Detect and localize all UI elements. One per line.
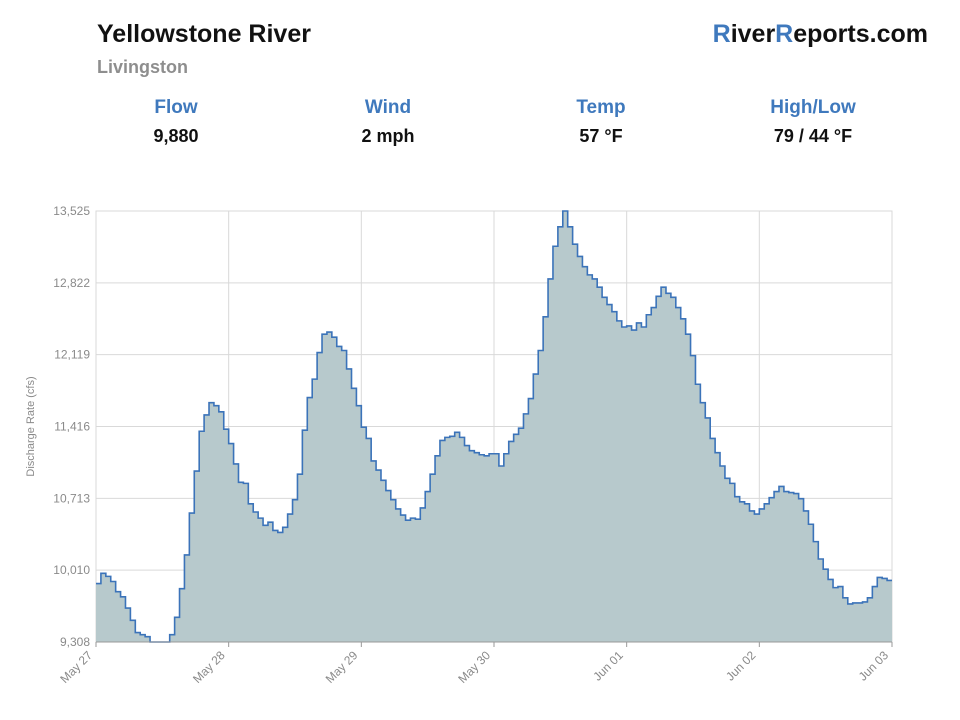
- brand-letter-r1: R: [712, 20, 731, 48]
- brand-logo[interactable]: RiverReports.com: [713, 20, 928, 49]
- y-tick-label: 9,308: [60, 635, 90, 649]
- x-tick-label: May 29: [323, 648, 361, 686]
- x-tick-label: Jun 03: [856, 648, 892, 684]
- stat-temp: Temp 57 °F: [521, 96, 681, 148]
- stat-flow-value: 9,880: [153, 126, 199, 146]
- x-tick-label: Jun 02: [723, 648, 759, 684]
- stat-wind-value: 2 mph: [361, 126, 415, 146]
- stat-temp-value: 57 °F: [579, 126, 623, 146]
- discharge-area: [96, 211, 892, 642]
- station-name: Livingston: [97, 57, 188, 77]
- stat-flow-label: Flow: [154, 97, 198, 118]
- x-tick-label: May 27: [57, 648, 95, 686]
- river-name: Yellowstone River: [97, 20, 311, 48]
- x-tick-label: Jun 01: [590, 648, 626, 684]
- y-axis-title: Discharge Rate (cfs): [25, 376, 37, 476]
- stat-wind-label: Wind: [364, 97, 412, 118]
- stat-wind: Wind 2 mph: [308, 96, 468, 148]
- stat-temp-label: Temp: [576, 97, 626, 118]
- x-tick-label: May 28: [190, 648, 228, 686]
- y-tick-label: 12,822: [53, 276, 90, 290]
- stat-flow: Flow 9,880: [96, 96, 256, 148]
- y-tick-label: 12,119: [54, 348, 90, 362]
- y-tick-label: 13,525: [53, 204, 90, 218]
- brand-letter-r2: R: [775, 20, 794, 48]
- stat-high-low-value: 79 / 44 °F: [773, 126, 853, 146]
- x-tick-label: May 30: [455, 648, 493, 686]
- brand-text-1: iver: [730, 20, 776, 48]
- discharge-line: [96, 210, 892, 643]
- stat-high-low: High/Low 79 / 44 °F: [733, 96, 893, 148]
- brand-text-2: eports.com: [793, 20, 928, 48]
- y-tick-label: 10,010: [53, 563, 90, 577]
- stat-high-low-label: High/Low: [770, 97, 856, 118]
- y-tick-label: 10,713: [53, 491, 90, 505]
- y-tick-label: 11,416: [54, 420, 90, 434]
